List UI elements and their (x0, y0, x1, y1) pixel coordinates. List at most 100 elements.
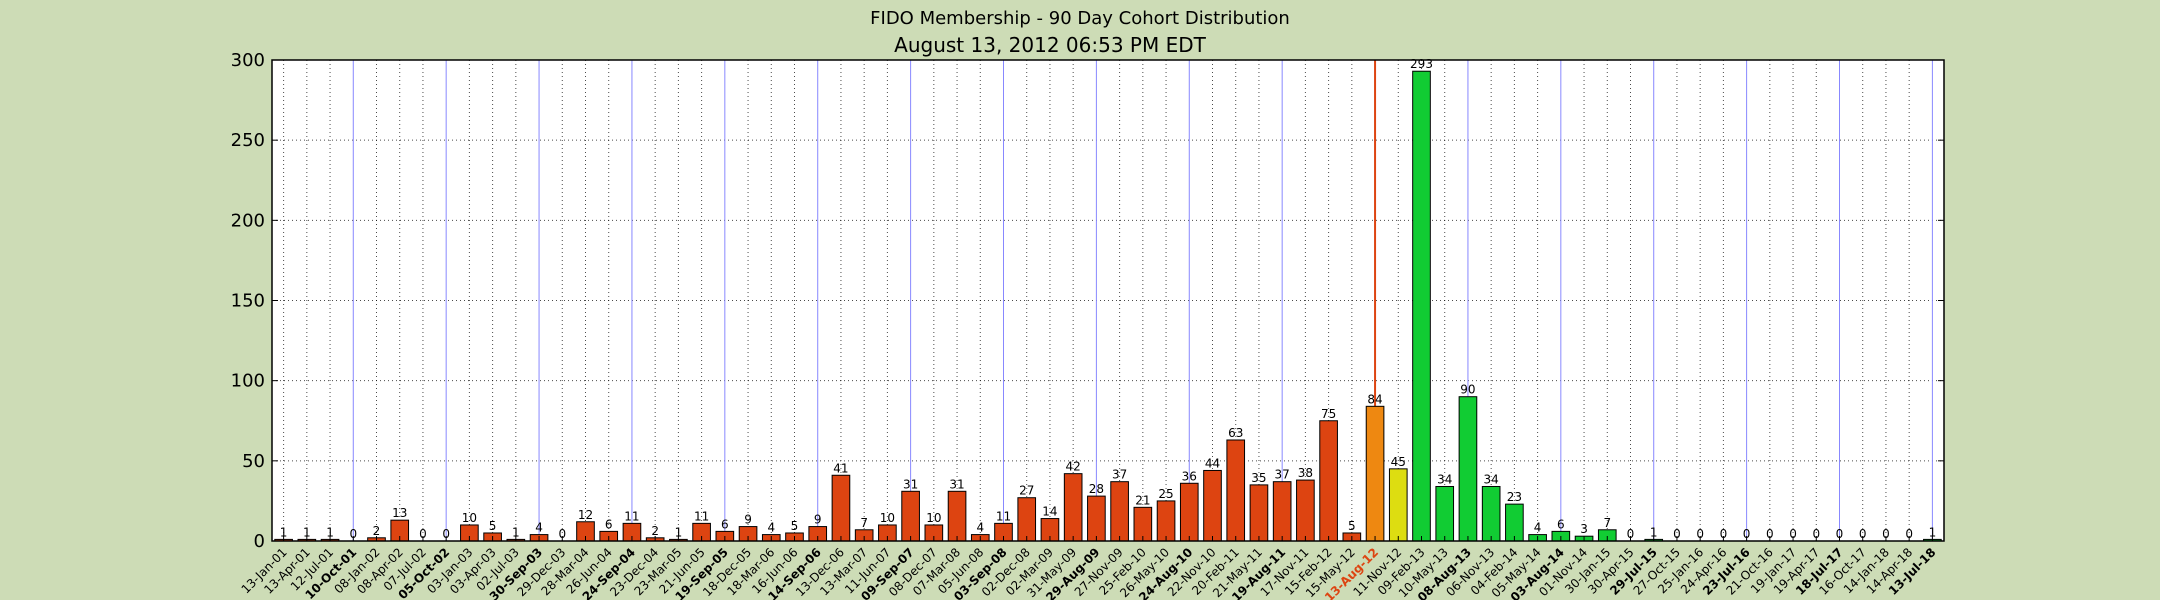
bar-value-label: 34 (1437, 472, 1452, 486)
bar-value-label: 38 (1298, 466, 1313, 480)
bar-value-label: 0 (1766, 527, 1774, 541)
bar-value-label: 1 (1929, 525, 1937, 539)
plot-frame (271, 59, 1945, 542)
bar-value-label: 4 (767, 521, 775, 535)
bar (1226, 439, 1246, 542)
bar-value-label: 2 (651, 524, 659, 538)
bar-value-label: 0 (558, 527, 566, 541)
bar-value-label: 35 (1251, 471, 1266, 485)
bar-value-label: 90 (1460, 383, 1475, 397)
bar-value-label: 23 (1507, 490, 1522, 504)
bar (1458, 396, 1478, 542)
bar (1388, 468, 1408, 542)
bar-value-label: 41 (833, 461, 848, 475)
bar-value-label: 44 (1205, 456, 1220, 470)
bar-value-label: 4 (1534, 521, 1542, 535)
y-tick-label: 300 (231, 50, 265, 71)
y-tick-label: 200 (231, 210, 265, 231)
bar (1156, 500, 1176, 542)
y-tick-label: 250 (231, 130, 265, 151)
bar-value-label: 37 (1275, 468, 1290, 482)
bar-value-label: 6 (605, 517, 613, 531)
bar-value-label: 0 (1673, 527, 1681, 541)
y-tick-label: 150 (231, 291, 265, 312)
bar (1296, 479, 1315, 542)
bar (1505, 503, 1524, 542)
bar-value-label: 0 (1882, 527, 1890, 541)
bar (1412, 70, 1431, 542)
bar (1017, 497, 1037, 542)
bar (1319, 420, 1338, 542)
bar-value-label: 31 (949, 477, 964, 491)
bar-value-label: 1 (280, 525, 288, 539)
bar-value-label: 21 (1135, 493, 1150, 507)
bar-value-label: 2 (373, 524, 381, 538)
bar (1087, 495, 1106, 542)
bar-value-label: 84 (1367, 392, 1382, 406)
bar-value-label: 0 (1720, 527, 1728, 541)
bar-value-label: 36 (1182, 469, 1197, 483)
bar-value-label: 28 (1089, 482, 1104, 496)
bar (1435, 485, 1455, 542)
bar (1272, 481, 1292, 542)
chart-subtitle: August 13, 2012 06:53 PM EDT (894, 33, 1206, 57)
bar (1133, 506, 1153, 542)
bar-value-label: 10 (462, 511, 477, 525)
bar-value-label: 37 (1112, 468, 1127, 482)
bar-value-label: 13 (392, 506, 407, 520)
chart-title: FIDO Membership - 90 Day Cohort Distribu… (870, 8, 1290, 29)
bar (1249, 484, 1269, 542)
y-tick-label: 100 (231, 371, 265, 392)
bar-value-label: 63 (1228, 426, 1243, 440)
bar-value-label: 1 (1650, 525, 1658, 539)
bar-value-label: 5 (1348, 519, 1356, 533)
bar-value-label: 1 (675, 525, 683, 539)
bar-value-label: 1 (512, 525, 520, 539)
bar-value-label: 11 (694, 509, 709, 523)
bar-value-label: 31 (903, 477, 918, 491)
bar-value-label: 9 (744, 513, 752, 527)
bar-value-label: 0 (1812, 527, 1820, 541)
bar-value-label: 10 (880, 511, 895, 525)
bar-value-label: 5 (791, 519, 799, 533)
bar-value-label: 6 (1557, 517, 1565, 531)
bar (901, 490, 920, 542)
bar-value-label: 34 (1484, 472, 1499, 486)
bar-value-label: 11 (624, 509, 639, 523)
bar-value-label: 0 (1743, 527, 1751, 541)
bar (1481, 485, 1501, 542)
bar (1203, 469, 1222, 542)
bar-value-label: 0 (1859, 527, 1867, 541)
bar-value-label: 4 (976, 521, 984, 535)
bar-value-label: 0 (1696, 527, 1704, 541)
bar-value-label: 5 (489, 519, 497, 533)
bar-value-label: 9 (814, 513, 822, 527)
bar (831, 474, 851, 542)
bar-value-label: 75 (1321, 407, 1336, 421)
bar-value-label: 0 (1627, 527, 1635, 541)
bar (1110, 481, 1129, 542)
bar-value-label: 11 (996, 509, 1011, 523)
bar-value-label: 0 (442, 527, 450, 541)
y-tick-label: 0 (254, 531, 265, 552)
bar (1179, 482, 1199, 542)
bar-value-label: 45 (1391, 455, 1406, 469)
bar-value-label: 25 (1158, 487, 1173, 501)
bar (1063, 473, 1083, 542)
bar-value-label: 6 (721, 517, 729, 531)
bar-value-label: 1 (326, 525, 334, 539)
bar-value-label: 14 (1042, 505, 1057, 519)
bar-value-label: 27 (1019, 484, 1034, 498)
bar-value-label: 1 (303, 525, 311, 539)
y-tick-label: 50 (242, 451, 265, 472)
bar-value-label: 0 (1905, 527, 1913, 541)
bar (947, 490, 967, 542)
bar (1365, 405, 1385, 542)
bar-value-label: 0 (1836, 527, 1844, 541)
bar-value-label: 4 (535, 521, 543, 535)
bar-value-label: 12 (578, 508, 593, 522)
bar-value-label: 7 (860, 516, 868, 530)
bar-value-label: 7 (1603, 516, 1611, 530)
bar-value-label: 42 (1066, 460, 1081, 474)
